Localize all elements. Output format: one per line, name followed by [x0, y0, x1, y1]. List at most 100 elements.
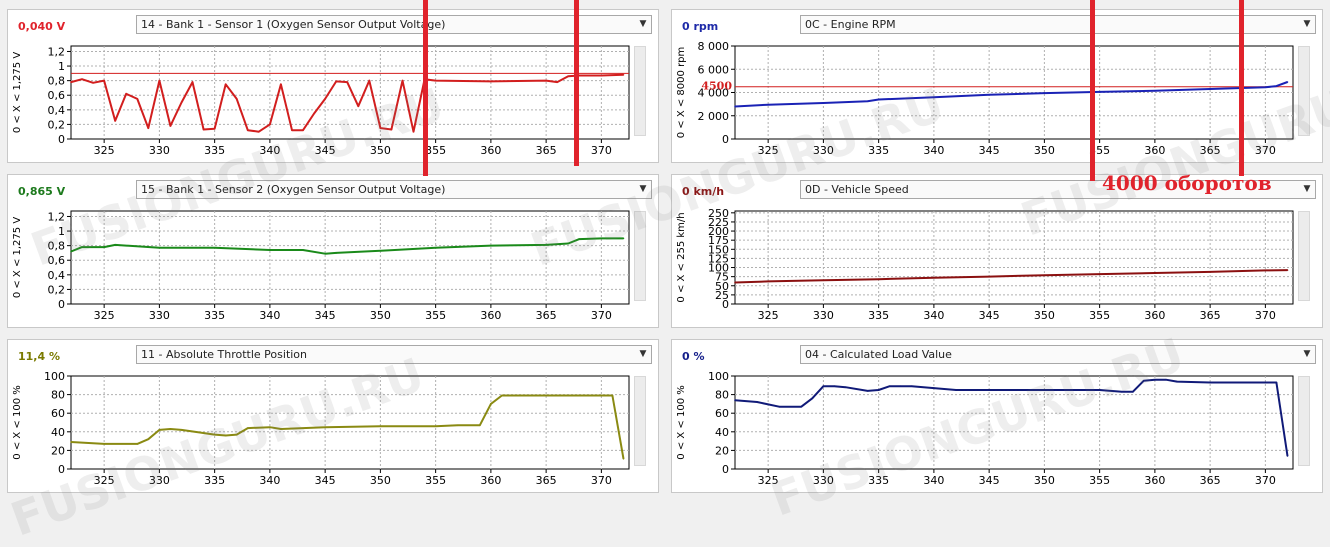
data-point	[269, 426, 271, 428]
data-point	[578, 238, 581, 240]
y-tick-label: 0,2	[48, 283, 66, 296]
data-point	[269, 123, 271, 126]
marker-line	[1239, 0, 1244, 176]
data-point	[158, 79, 161, 82]
y-tick-label: 175	[708, 234, 729, 247]
y-tick-label: 80	[715, 389, 729, 402]
data-point	[213, 127, 216, 130]
data-point	[147, 127, 150, 129]
chevron-down-icon[interactable]: ▼	[1303, 349, 1311, 359]
data-point	[1275, 85, 1278, 87]
x-tick-label: 325	[94, 474, 115, 487]
sensor-select-label: 15 - Bank 1 - Sensor 2 (Oxygen Sensor Ou…	[141, 183, 446, 196]
vertical-scrollbar[interactable]	[634, 211, 646, 301]
annotation-text: 4000 оборотов	[1102, 171, 1272, 195]
y-axis-range-label: 0 < X < 1,275 V	[12, 217, 23, 298]
y-tick-label: 0,6	[48, 254, 66, 267]
sensor-select-label: 11 - Absolute Throttle Position	[141, 348, 308, 361]
sensor-select[interactable]: 14 - Bank 1 - Sensor 1 (Oxygen Sensor Ou…	[136, 15, 652, 34]
sensor-select[interactable]: 04 - Calculated Load Value ▼	[800, 345, 1316, 364]
sensor-select[interactable]: 0D - Vehicle Speed ▼	[800, 180, 1316, 199]
data-point	[899, 385, 902, 388]
data-point	[622, 237, 625, 240]
x-tick-label: 365	[1200, 474, 1221, 487]
data-point	[490, 80, 492, 83]
data-point	[1286, 455, 1289, 457]
data-point	[70, 81, 72, 83]
data-point	[103, 246, 105, 248]
sensor-select[interactable]: 0C - Engine RPM ▼	[800, 15, 1316, 34]
data-point	[988, 275, 990, 278]
x-tick-label: 360	[1144, 144, 1165, 157]
vertical-scrollbar[interactable]	[1298, 211, 1310, 301]
data-point	[1286, 269, 1289, 271]
x-tick-label: 370	[1255, 144, 1276, 157]
data-point	[213, 247, 216, 249]
x-tick-label: 360	[480, 474, 501, 487]
data-point	[258, 130, 260, 133]
data-point	[114, 244, 116, 246]
x-tick-label: 345	[315, 309, 336, 322]
x-tick-label: 325	[94, 144, 115, 157]
data-point	[910, 385, 913, 388]
sensor-select[interactable]: 11 - Absolute Throttle Position ▼	[136, 345, 652, 364]
y-tick-label: 8 000	[698, 40, 730, 53]
x-tick-label: 330	[813, 309, 834, 322]
x-tick-label: 340	[259, 144, 280, 157]
data-point	[1043, 274, 1046, 276]
series-line	[70, 394, 625, 459]
chevron-down-icon[interactable]: ▼	[639, 349, 647, 359]
current-value: 0 km/h	[682, 185, 725, 198]
chevron-down-icon[interactable]: ▼	[639, 19, 647, 29]
data-point	[501, 394, 503, 397]
data-point	[103, 79, 105, 82]
plot-area	[70, 375, 630, 470]
panel-engine-rpm: 0 rpm 0C - Engine RPM ▼ 0 2 000 4 000 6 000 8…	[671, 9, 1323, 163]
vertical-scrollbar[interactable]	[634, 376, 646, 466]
data-point	[1154, 272, 1156, 274]
x-tick-label: 365	[536, 309, 557, 322]
chart: 0 0,20,4 0,60,8 1 1,2 325 330 335 340 345 350 355 36…	[12, 45, 630, 157]
data-point	[1286, 81, 1289, 83]
data-point	[1043, 389, 1046, 391]
data-point	[70, 250, 72, 253]
x-tick-label: 360	[1144, 474, 1165, 487]
sensor-select[interactable]: 15 - Bank 1 - Sensor 2 (Oxygen Sensor Ou…	[136, 180, 652, 199]
data-point	[70, 441, 72, 443]
chevron-down-icon[interactable]: ▼	[1303, 19, 1311, 29]
y-tick-label: 20	[715, 444, 729, 457]
reference-label: 4500	[701, 80, 732, 93]
y-tick-label: 1,2	[48, 45, 66, 58]
x-tick-label: 340	[259, 309, 280, 322]
data-point	[800, 405, 803, 408]
data-point	[1264, 269, 1267, 272]
x-tick-label: 340	[259, 474, 280, 487]
data-point	[490, 244, 492, 247]
vertical-scrollbar[interactable]	[634, 46, 646, 136]
data-point	[434, 247, 437, 249]
y-tick-label: 40	[51, 426, 65, 439]
x-tick-label: 365	[1200, 309, 1221, 322]
y-tick-label: 0	[722, 298, 729, 311]
chart: 0 0,20,4 0,60,8 1 1,2 325 330 335 340 345 350 355 36…	[12, 210, 630, 322]
chevron-down-icon[interactable]: ▼	[1303, 184, 1311, 194]
data-point	[235, 433, 238, 436]
vertical-scrollbar[interactable]	[1298, 376, 1310, 466]
chart: 0 2 000 4 000 6 000 8 000 325 330 335 340 345 350 3…	[676, 40, 1294, 157]
data-point	[822, 385, 825, 388]
x-tick-label: 355	[425, 474, 446, 487]
data-point	[877, 98, 880, 101]
chevron-down-icon[interactable]: ▼	[639, 184, 647, 194]
x-tick-label: 345	[315, 474, 336, 487]
y-tick-label: 25	[715, 289, 729, 302]
y-axis-range-label: 0 < X < 255 km/h	[676, 212, 687, 302]
data-point	[490, 403, 492, 405]
y-tick-label: 1,2	[48, 210, 66, 223]
x-tick-label: 360	[1144, 309, 1165, 322]
data-point	[767, 280, 769, 283]
y-tick-label: 0,2	[48, 118, 66, 131]
x-tick-label: 350	[370, 309, 391, 322]
vertical-scrollbar[interactable]	[1298, 46, 1310, 136]
data-point	[191, 81, 194, 83]
y-tick-label: 60	[715, 407, 729, 420]
